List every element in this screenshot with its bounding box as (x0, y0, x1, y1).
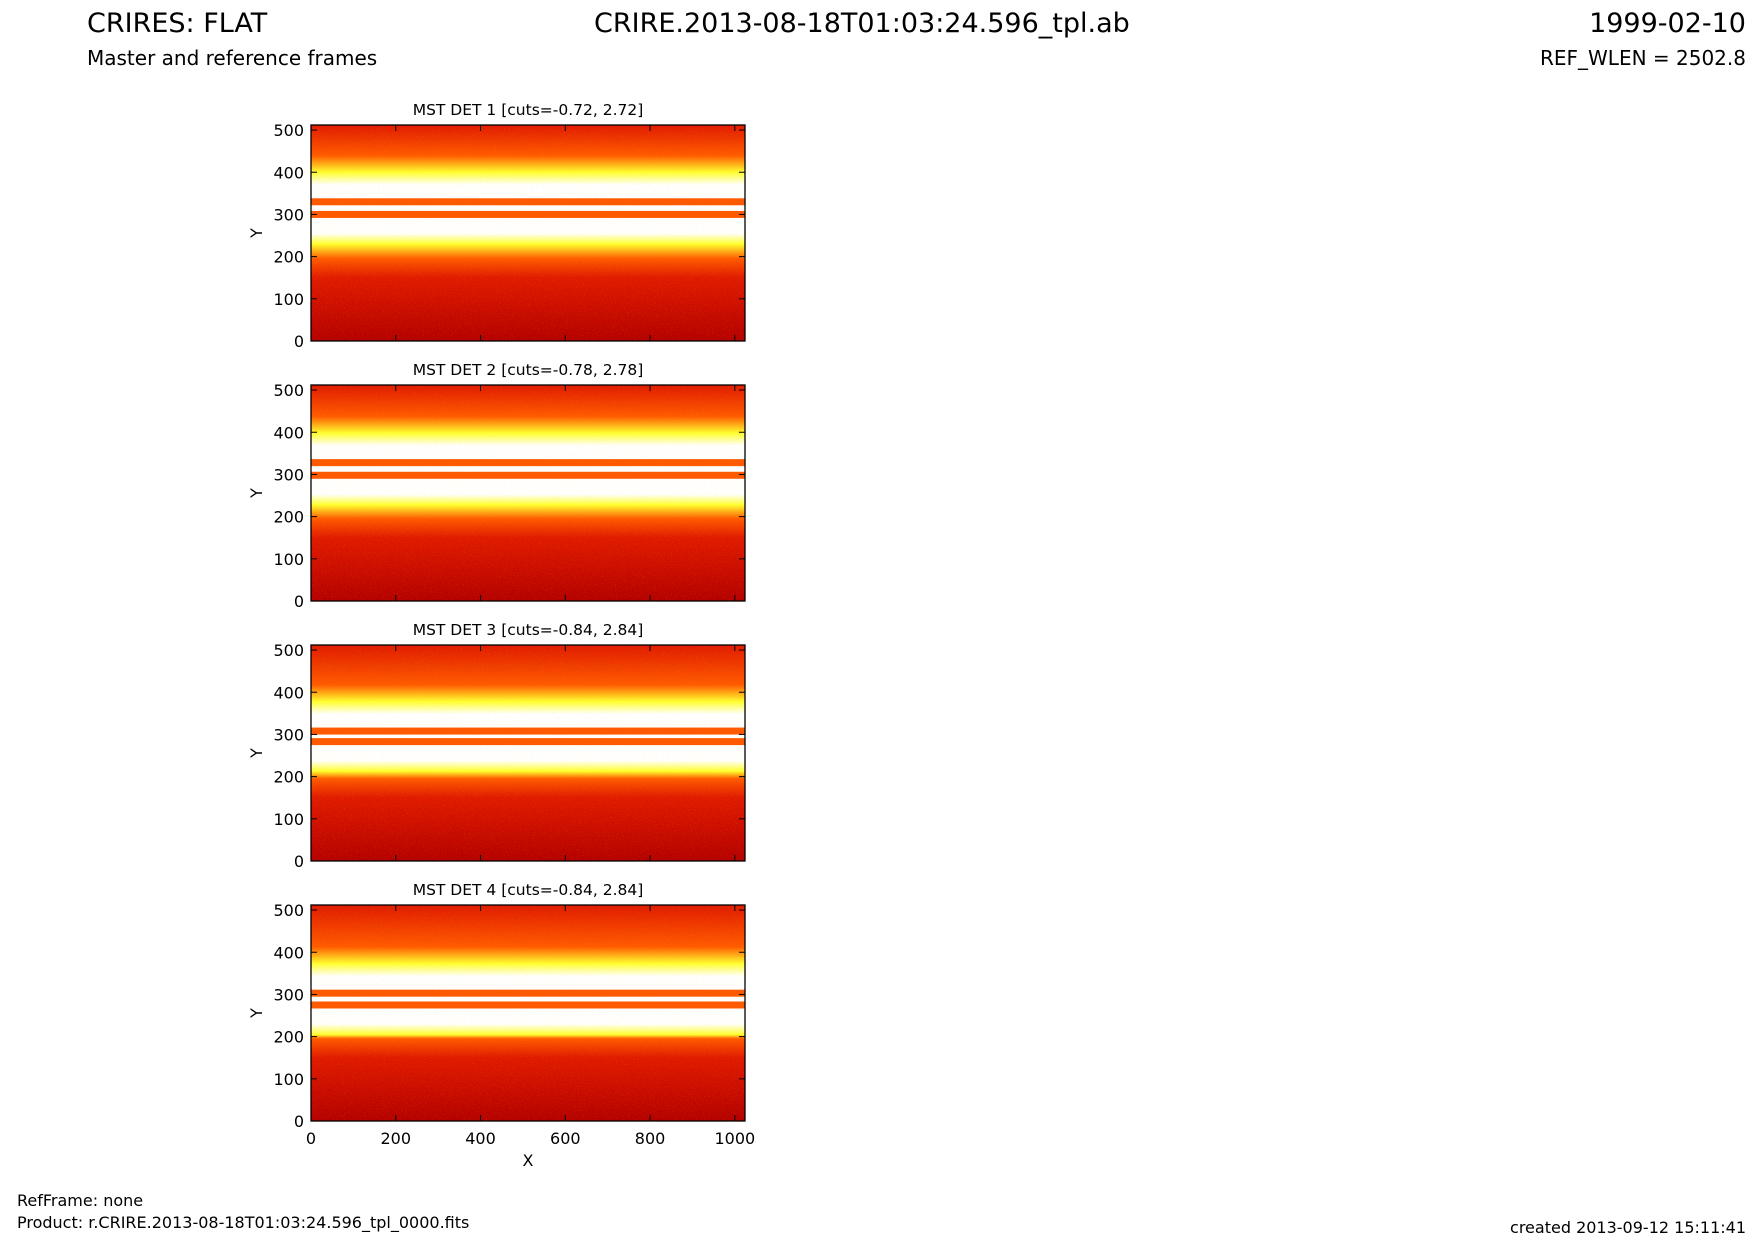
y-tick-label: 300 (273, 205, 304, 224)
y-tick-label: 200 (273, 248, 304, 267)
y-axis-label: Y (247, 228, 266, 239)
x-tick-label: 1000 (714, 1129, 755, 1148)
x-axis-label: X (523, 1151, 534, 1170)
orange-line-2 (311, 727, 745, 735)
panel-title: MST DET 1 [cuts=-0.72, 2.72] (413, 101, 644, 119)
y-tick-label: 0 (294, 592, 304, 611)
heatmap-noise (311, 385, 745, 601)
y-tick-label: 400 (273, 683, 304, 702)
y-tick-label: 0 (294, 852, 304, 871)
x-tick-label: 800 (635, 1129, 666, 1148)
y-tick-label: 200 (273, 1028, 304, 1047)
y-tick-label: 500 (273, 121, 304, 140)
orange-line-2 (311, 459, 745, 467)
y-axis-label: Y (247, 748, 266, 759)
y-tick-label: 400 (273, 943, 304, 962)
y-tick-label: 100 (273, 550, 304, 569)
y-tick-label: 400 (273, 163, 304, 182)
footer-created: created 2013-09-12 15:11:41 (1510, 1218, 1746, 1237)
heatmap-noise (311, 125, 745, 341)
y-tick-label: 500 (273, 381, 304, 400)
y-tick-label: 300 (273, 725, 304, 744)
page-title-instrument: CRIRES: FLAT (87, 8, 268, 39)
plot-frame (310, 384, 746, 602)
orange-line-2 (311, 989, 745, 997)
heatmap-panel-2: MST DET 2 [cuts=-0.78, 2.78] 0 100 200 300 40… (247, 361, 746, 611)
footer-product: Product: r.CRIRE.2013-08-18T01:03:24.596… (17, 1213, 470, 1232)
plot-frame (310, 644, 746, 862)
plot-frame (310, 124, 746, 342)
x-tick-label: 0 (306, 1129, 316, 1148)
y-axis-label: Y (247, 1008, 266, 1019)
heatmap-noise (311, 905, 745, 1121)
y-tick-label: 100 (273, 810, 304, 829)
y-tick-label: 500 (273, 901, 304, 920)
y-axis-label: Y (247, 488, 266, 499)
panel-title: MST DET 2 [cuts=-0.78, 2.78] (413, 361, 644, 379)
y-tick-label: 300 (273, 985, 304, 1004)
orange-line-1 (311, 471, 745, 479)
panel-title: MST DET 3 [cuts=-0.84, 2.84] (413, 621, 644, 639)
heatmap-panel-1: MST DET 1 [cuts=-0.72, 2.72] 0 100 200 300 40… (247, 101, 746, 351)
y-tick-label: 400 (273, 423, 304, 442)
y-tick-label: 200 (273, 508, 304, 527)
ref-wlen-label: REF_WLEN = 2502.8 (1539, 46, 1746, 70)
y-tick-label: 0 (294, 1112, 304, 1131)
y-tick-label: 100 (273, 290, 304, 309)
y-tick-label: 100 (273, 1070, 304, 1089)
orange-line-1 (311, 210, 745, 218)
page-subtitle: Master and reference frames (87, 46, 378, 70)
y-tick-label: 300 (273, 465, 304, 484)
x-tick-label: 400 (465, 1129, 496, 1148)
page-title-date: 1999-02-10 (1589, 8, 1746, 39)
orange-line-2 (311, 198, 745, 206)
x-tick-label: 200 (380, 1129, 411, 1148)
y-tick-label: 200 (273, 768, 304, 787)
orange-line-1 (311, 1001, 745, 1009)
y-tick-label: 500 (273, 641, 304, 660)
heatmap-panel-3: MST DET 3 [cuts=-0.84, 2.84] 0 100 200 300 40… (247, 621, 746, 871)
y-tick-label: 0 (294, 332, 304, 351)
page-title-file: CRIRE.2013-08-18T01:03:24.596_tpl.ab (594, 8, 1130, 39)
footer-refframe: RefFrame: none (17, 1191, 144, 1210)
x-tick-label: 600 (550, 1129, 581, 1148)
heatmap-panel-4: MST DET 4 [cuts=-0.84, 2.84] 0 100 200 300 40… (247, 881, 755, 1170)
orange-line-1 (311, 738, 745, 746)
heatmap-noise (311, 645, 745, 861)
panel-title: MST DET 4 [cuts=-0.84, 2.84] (413, 881, 644, 899)
plot-frame (310, 904, 746, 1122)
